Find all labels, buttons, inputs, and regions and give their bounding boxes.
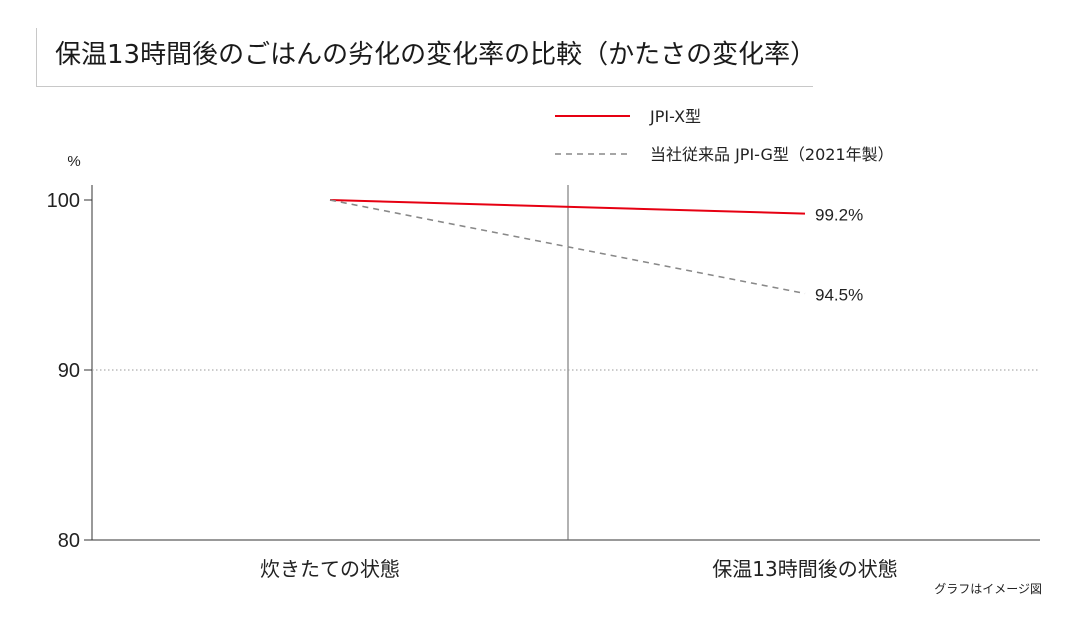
series-lines (329, 199, 806, 295)
x-category-label: 炊きたての状態 (260, 557, 400, 581)
y-tick-label: 80 (58, 530, 80, 552)
x-category-label: 保温13時間後の状態 (712, 557, 897, 581)
series-line (329, 199, 806, 295)
image-note: グラフはイメージ図 (934, 582, 1042, 596)
data-label: 94.5% (815, 286, 863, 305)
series-line (329, 199, 806, 215)
chart-title: 保温13時間後のごはんの劣化の変化率の比較（かたさの変化率） (55, 40, 817, 70)
y-unit-label: % (67, 153, 80, 170)
data-labels: 99.2% 94.5% (815, 206, 863, 305)
data-label: 99.2% (815, 206, 863, 225)
title-frame: 保温13時間後のごはんの劣化の変化率の比較（かたさの変化率） (36, 28, 817, 87)
legend-label: JPI-X型 (649, 107, 701, 126)
y-tick-label: 90 (58, 360, 80, 382)
y-tick-label: 100 (47, 190, 80, 212)
legend-label: 当社従来品 JPI-G型（2021年製） (650, 145, 894, 164)
axes: 100 90 80% 炊きたての状態 保温13時間後の状態 (47, 153, 1040, 581)
